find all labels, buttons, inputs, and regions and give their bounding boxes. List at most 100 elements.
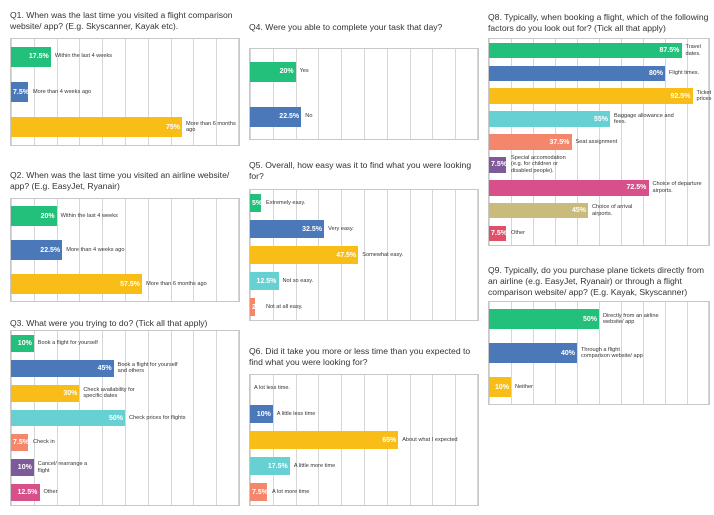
value-label: 57.5%	[120, 280, 140, 288]
grid-line	[238, 39, 239, 145]
grid-line	[665, 302, 666, 404]
category-label: A lot more time	[272, 488, 310, 495]
bar	[11, 384, 80, 402]
value-label: 37.5%	[549, 138, 570, 146]
bar	[11, 409, 125, 427]
bar	[250, 246, 359, 264]
bar	[250, 298, 255, 316]
category-label: Not at all easy.	[266, 303, 303, 310]
chart-title: Q9. Typically, do you purchase plane tic…	[488, 265, 705, 297]
bar	[11, 334, 34, 352]
value-label: 12.5%	[256, 277, 277, 285]
grid-line	[621, 302, 622, 404]
bar	[250, 194, 262, 212]
grid-line	[409, 375, 411, 505]
chart-title: Q5. Overall, how easy was it to find wha…	[249, 160, 472, 181]
grid-line	[577, 39, 578, 245]
grid-line	[665, 39, 666, 245]
bar	[250, 61, 296, 82]
grid-line	[364, 190, 365, 320]
category-label: Book a flight for yourself	[37, 339, 98, 346]
category-label: Baggage allowance and fees.	[614, 112, 674, 126]
value-label: 40%	[561, 349, 576, 357]
chart-title: Q8. Typically, when booking a flight, wh…	[488, 12, 709, 33]
chart-box: 17.5% Within the last 4 weeks 7.5% More tha…	[10, 38, 240, 146]
grid-line	[147, 199, 149, 301]
value-label: 7.5%	[491, 230, 507, 238]
bar	[489, 157, 506, 173]
grid-line	[432, 49, 434, 139]
category-label: A little more time	[293, 462, 336, 469]
category-label: More than 6 months ago	[186, 120, 236, 134]
bar	[250, 405, 273, 423]
chart-box: 10% Book a flight for yourself 45% Book a f…	[10, 330, 240, 506]
bar	[11, 240, 63, 260]
value-label: 32.5%	[302, 225, 322, 233]
grid-line	[477, 49, 478, 139]
bar	[11, 117, 182, 138]
category-label: Within the last 4 weeks	[60, 212, 118, 219]
grid-line	[432, 375, 434, 505]
grid-line	[272, 49, 274, 139]
bar	[11, 359, 114, 377]
bar	[11, 434, 29, 452]
bar	[489, 111, 610, 127]
category-label: Other	[511, 230, 525, 237]
grid-line	[708, 302, 709, 404]
chart-box: 5% Extremely easy. 32.5% Very easy. 47.5% Som…	[249, 189, 479, 321]
category-label: Ticket prices	[696, 89, 712, 103]
grid-line	[147, 331, 149, 505]
bar	[489, 88, 693, 104]
value-label: 7.5%	[252, 488, 268, 496]
category-label: Choice of departure airports.	[652, 181, 702, 194]
bar	[489, 42, 682, 59]
grid-line	[341, 49, 343, 139]
grid-line	[386, 49, 388, 139]
grid-line	[643, 302, 644, 404]
category-label: Very easy.	[328, 225, 354, 232]
category-label: Travel dates.	[685, 43, 701, 57]
grid-line	[170, 199, 172, 301]
bar	[489, 202, 588, 219]
grid-line	[455, 190, 457, 320]
value-label: 47.5%	[336, 251, 357, 259]
grid-line	[125, 39, 126, 145]
category-label: A little less time	[276, 410, 316, 417]
chart-title: Q3. What were you trying to do? (Tick al…	[10, 318, 208, 328]
value-label: 10%	[17, 339, 32, 347]
grid-line	[170, 331, 172, 505]
category-label: More than 4 weeks ago	[33, 88, 92, 95]
category-label: Other	[43, 489, 58, 496]
grid-line	[295, 49, 297, 139]
grid-line	[409, 49, 411, 139]
bar	[11, 206, 57, 226]
category-label: A lot less time.	[254, 384, 291, 391]
bar	[11, 484, 40, 501]
chart-title: Q2. When was the last time you visited a…	[10, 170, 230, 191]
grid-line	[147, 39, 149, 145]
grid-line	[102, 199, 104, 301]
category-label: Somewhat easy.	[362, 251, 404, 258]
grid-line	[364, 49, 365, 139]
grid-line	[643, 39, 644, 245]
bar	[489, 377, 511, 397]
bar	[489, 225, 506, 242]
chart-title: Q6. Did it take you more or less time th…	[249, 346, 471, 367]
bar	[11, 274, 143, 294]
grid-line	[193, 199, 195, 301]
value-label: 10%	[17, 464, 32, 472]
value-label: 12.5%	[17, 489, 38, 497]
bar	[11, 82, 29, 102]
bar	[11, 459, 34, 477]
value-label: 5%	[252, 199, 263, 207]
bar	[250, 106, 302, 127]
value-label: 72.5%	[626, 184, 647, 192]
bar	[250, 483, 268, 501]
category-label: More than 6 months ago	[146, 280, 207, 287]
value-label: 17.5%	[267, 462, 288, 470]
value-label: 10%	[256, 410, 271, 418]
value-label: 20%	[40, 212, 55, 220]
category-label: Flight times.	[669, 69, 700, 76]
value-label: 30%	[63, 389, 78, 397]
